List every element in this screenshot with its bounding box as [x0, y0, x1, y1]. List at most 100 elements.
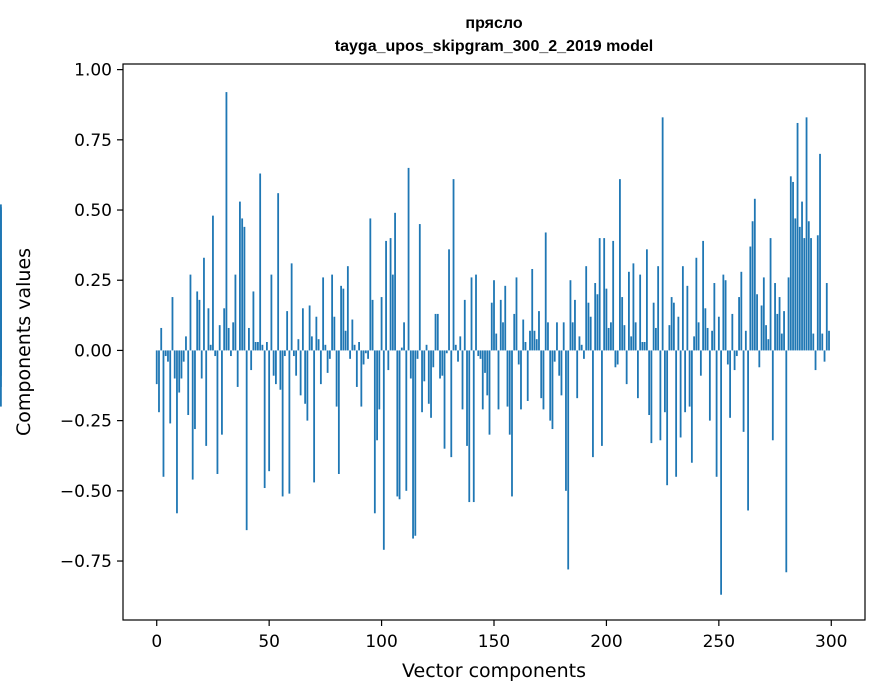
bar-141 — [472, 350, 475, 503]
bar-258 — [735, 350, 738, 357]
bar-117 — [418, 224, 421, 351]
bar-178 — [556, 322, 558, 351]
bar-72 — [317, 339, 320, 351]
bar-83 — [342, 288, 345, 351]
bar-219 — [648, 350, 651, 416]
bar-160 — [515, 277, 518, 351]
y-tick-label: 0.25 — [74, 271, 112, 291]
bar-79 — [333, 316, 336, 351]
bar-20 — [200, 350, 203, 379]
bar-18 — [196, 291, 199, 351]
bar-221 — [652, 302, 655, 351]
y-tick-label: −0.75 — [60, 552, 112, 572]
bar-31 — [225, 92, 228, 351]
bar-184 — [569, 280, 572, 351]
bar-289 — [805, 117, 808, 351]
bar-88 — [353, 344, 356, 351]
bar-undefined — [0, 350, 2, 376]
bar-94 — [367, 350, 369, 359]
bar-81 — [337, 350, 340, 474]
bar-245 — [706, 327, 709, 351]
bar-213 — [634, 322, 637, 351]
bar-57 — [283, 350, 286, 357]
bar-8 — [173, 350, 176, 379]
bar-70 — [313, 350, 316, 483]
bar-85 — [346, 266, 349, 351]
bar-132 — [452, 179, 455, 351]
bar-43 — [252, 291, 255, 351]
bar-71 — [315, 316, 318, 351]
bar-139 — [468, 350, 471, 503]
bar-299 — [828, 330, 830, 351]
bar-47 — [261, 344, 264, 351]
bar-147 — [486, 350, 489, 396]
bar-56 — [281, 350, 284, 497]
bar-195 — [594, 283, 597, 351]
bar-80 — [335, 350, 338, 407]
bar-284 — [794, 218, 797, 351]
bar-27 — [216, 350, 219, 474]
bar-125 — [436, 313, 439, 351]
bar-130 — [448, 249, 450, 351]
bar-34 — [232, 322, 235, 351]
bar-142 — [475, 274, 477, 351]
bar-123 — [432, 350, 435, 368]
bar-266 — [753, 198, 756, 351]
bar-162 — [520, 350, 522, 410]
bar-42 — [250, 350, 253, 371]
bar-59 — [288, 350, 291, 494]
bar-179 — [558, 350, 561, 376]
bar-273 — [769, 238, 772, 351]
bar-63 — [297, 339, 300, 351]
bar-17 — [194, 350, 196, 430]
x-tick-label: 250 — [703, 632, 735, 652]
bar-86 — [349, 350, 351, 359]
bar-98 — [376, 350, 378, 441]
bar-173 — [544, 232, 547, 351]
x-tick-label: 150 — [478, 632, 510, 652]
bar-50 — [268, 350, 271, 472]
chart-title: прясло — [465, 15, 522, 32]
x-tick-label: 300 — [815, 632, 847, 652]
bar-200 — [605, 288, 608, 351]
bar-58 — [286, 311, 289, 351]
bar-69 — [310, 336, 313, 351]
bar-250 — [717, 316, 720, 351]
bar-53 — [275, 350, 277, 385]
bar-82 — [340, 285, 342, 351]
bar-288 — [803, 238, 806, 351]
bar-87 — [351, 319, 354, 351]
bar-188 — [578, 336, 581, 351]
bar-154 — [502, 322, 504, 351]
bar-11 — [180, 350, 183, 379]
bar-233 — [679, 350, 682, 438]
bar-194 — [592, 350, 594, 458]
bar-55 — [279, 350, 282, 390]
bar-185 — [571, 322, 574, 351]
bar-176 — [551, 350, 554, 430]
bar-150 — [493, 280, 495, 351]
bar-208 — [623, 325, 626, 351]
bar-74 — [322, 277, 325, 351]
bar-152 — [497, 350, 500, 410]
bar-180 — [560, 350, 563, 396]
bar-193 — [589, 316, 592, 351]
bar-32 — [227, 327, 230, 351]
bar-231 — [675, 350, 678, 477]
bar-1 — [158, 350, 160, 413]
bar-161 — [517, 350, 520, 365]
bar-96 — [371, 299, 374, 351]
bar-276 — [776, 313, 779, 351]
bar-106 — [394, 212, 396, 351]
plot-area-frame — [122, 63, 866, 621]
bar-241 — [697, 322, 700, 351]
bar-228 — [668, 325, 671, 351]
bar-133 — [454, 344, 457, 351]
bar-297 — [823, 350, 826, 362]
bar-153 — [499, 299, 502, 351]
bar-239 — [693, 336, 696, 351]
bar-295 — [819, 153, 821, 351]
bar-177 — [553, 350, 556, 362]
bar-225 — [661, 117, 664, 351]
bar-26 — [214, 350, 217, 357]
